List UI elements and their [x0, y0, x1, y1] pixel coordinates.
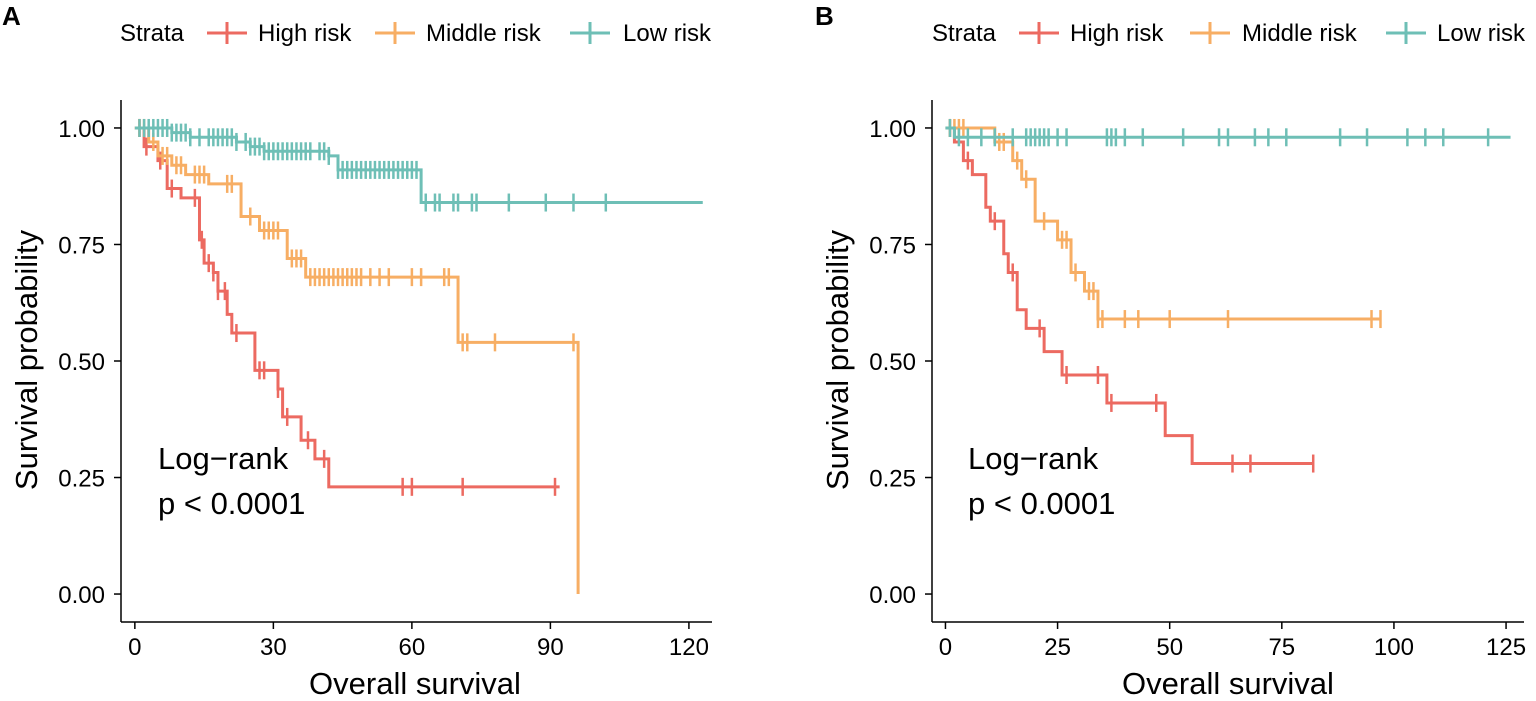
legend-item-high-risk: High risk: [1019, 20, 1164, 47]
y-tick-label: 0.00: [869, 582, 916, 609]
survival-curves: [945, 118, 1511, 473]
legend-item-high-risk: High risk: [207, 20, 352, 47]
y-tick-label: 0.50: [869, 349, 916, 376]
legend-label-high-risk: High risk: [1070, 20, 1164, 47]
legend-label-middle-risk: Middle risk: [1242, 20, 1358, 47]
x-tick-label: 75: [1268, 634, 1295, 661]
logrank-pvalue: p < 0.0001: [158, 486, 305, 521]
logrank-label: Log−rank: [158, 441, 289, 476]
km-curve-low-risk: [134, 126, 703, 205]
legend-title: Strata: [932, 20, 997, 47]
x-tick-label: 60: [399, 634, 426, 661]
panel-label: B: [815, 1, 834, 31]
y-tick-label: 0.25: [869, 466, 916, 493]
y-tick-label: 0.50: [58, 349, 105, 376]
y-tick-label: 0.75: [58, 232, 105, 259]
logrank-annotation: Log−rank p < 0.0001: [968, 441, 1115, 521]
km-curve-high-risk: [945, 126, 1314, 466]
km-curve-high-risk: [134, 126, 560, 489]
legend-item-middle-risk: Middle risk: [375, 20, 542, 47]
x-tick-label: 0: [128, 634, 141, 661]
survival-curves: [134, 118, 703, 595]
legend-item-low-risk: Low risk: [570, 20, 712, 47]
y-tick-label: 0.25: [58, 466, 105, 493]
x-tick-label: 100: [1374, 634, 1414, 661]
logrank-annotation: Log−rank p < 0.0001: [158, 441, 305, 521]
logrank-pvalue: p < 0.0001: [968, 486, 1115, 521]
axis-ticks: 0 25 50 75 100 125 0.00 0.25 0.50 0.75 1.00: [869, 116, 1526, 661]
panel-label: A: [2, 1, 21, 31]
legend: Strata High risk Middle risk Low risk: [932, 20, 1526, 47]
x-axis-title: Overall survival: [309, 666, 521, 701]
x-tick-label: 0: [939, 634, 952, 661]
plot-area: 0 30 60 90 120 0.00 0.25 0.50 0.75 1.00: [58, 100, 712, 661]
axis-ticks: 0 30 60 90 120 0.00 0.25 0.50 0.75 1.00: [58, 116, 709, 661]
legend-label-low-risk: Low risk: [1437, 20, 1526, 47]
legend-label-high-risk: High risk: [258, 20, 352, 47]
panel-b: B Strata High risk Middle risk Low risk …: [815, 1, 1526, 701]
y-axis-title: Survival probability: [9, 229, 44, 490]
x-tick-label: 125: [1486, 634, 1526, 661]
legend-item-middle-risk: Middle risk: [1190, 20, 1358, 47]
logrank-label: Log−rank: [968, 441, 1099, 476]
x-tick-label: 25: [1044, 634, 1071, 661]
km-curve-middle-risk: [945, 126, 1381, 321]
x-tick-label: 50: [1156, 634, 1183, 661]
legend-item-low-risk: Low risk: [1386, 20, 1526, 47]
y-tick-label: 1.00: [58, 116, 105, 143]
y-tick-label: 0.75: [869, 232, 916, 259]
legend-label-low-risk: Low risk: [623, 20, 712, 47]
y-tick-label: 1.00: [869, 116, 916, 143]
x-axis-title: Overall survival: [1122, 666, 1334, 701]
x-tick-label: 120: [669, 634, 709, 661]
x-tick-label: 30: [260, 634, 287, 661]
y-tick-label: 0.00: [58, 582, 105, 609]
legend-title: Strata: [120, 20, 185, 47]
plot-area: 0 25 50 75 100 125 0.00 0.25 0.50 0.75 1.00: [869, 100, 1526, 661]
panel-a: A Strata High risk Middle risk Low risk …: [2, 1, 712, 701]
legend: Strata High risk Middle risk Low risk: [120, 20, 712, 47]
legend-label-middle-risk: Middle risk: [426, 20, 542, 47]
y-axis-title: Survival probability: [820, 229, 855, 490]
x-tick-label: 90: [537, 634, 564, 661]
km-curve-middle-risk: [134, 126, 580, 595]
